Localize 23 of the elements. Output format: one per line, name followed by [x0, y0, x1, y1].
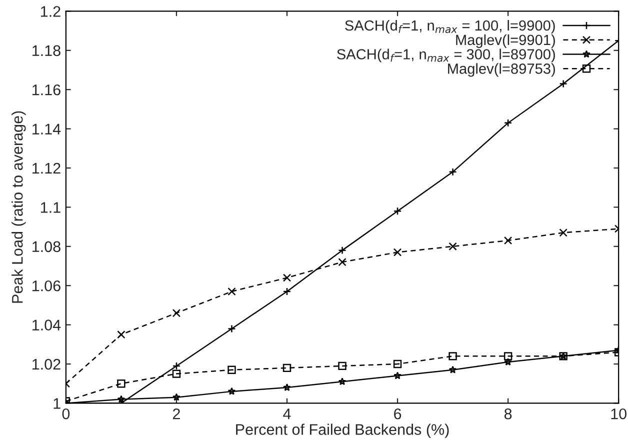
y-tick-label: 1.08: [32, 241, 60, 252]
y-tick-label: 1.18: [32, 45, 60, 56]
x-tick-label: 6: [394, 408, 402, 420]
y-tick-label: 1.16: [32, 84, 60, 96]
y-tick-label: 1.12: [32, 162, 60, 174]
y-tick-label: 1.1: [41, 202, 60, 213]
x-tick-label: 2: [172, 408, 180, 420]
y-tick-label: 1.2: [41, 6, 60, 17]
x-axis-title: Percent of Failed Backends (%): [236, 424, 449, 438]
legend-label: Maglev(l=9901): [456, 34, 555, 48]
legend-label: Maglev(l=89753): [448, 63, 555, 77]
y-axis-title: Peak Load (ratio to average): [12, 111, 26, 303]
y-tick-label: 1.14: [32, 124, 61, 134]
x-tick-label: 10: [611, 408, 626, 420]
y-tick-label: 1.04: [32, 320, 61, 330]
x-tick-label: 4: [283, 408, 291, 420]
y-tick-label: 1.02: [32, 358, 60, 370]
legend-label: SACH(d$_{f}$=1, n$_{max}$ = 100, l=9900): [345, 20, 555, 34]
y-tick-label: 1.06: [32, 280, 60, 292]
y-tick-label: 1: [54, 398, 60, 409]
x-tick-label: 8: [504, 408, 512, 420]
legend-label: SACH(d$_{f}$=1, n$_{max}$ = 300, l=89700): [337, 48, 555, 62]
x-tick-label: 0: [62, 408, 70, 420]
